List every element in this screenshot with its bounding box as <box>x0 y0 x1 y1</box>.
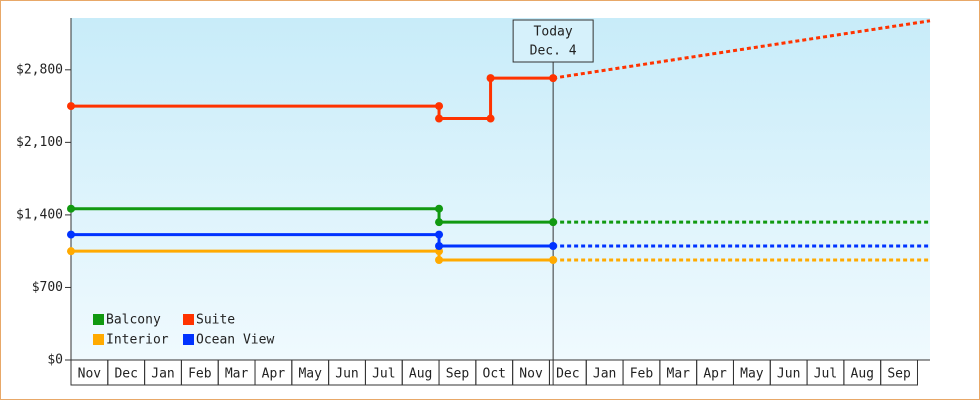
legend-label: Interior <box>106 333 169 348</box>
x-tick-label: Jun <box>777 367 800 382</box>
point <box>435 242 444 250</box>
y-tick-label: $1,400 <box>16 207 63 222</box>
legend-label: Ocean View <box>196 333 274 348</box>
plot-area <box>71 18 930 360</box>
point <box>549 242 558 250</box>
point <box>435 102 444 111</box>
today-box <box>512 19 594 63</box>
point <box>486 114 495 123</box>
point <box>549 74 558 83</box>
point <box>67 247 75 256</box>
y-tick-label: $2,800 <box>16 62 63 77</box>
point <box>435 255 444 264</box>
month-cell <box>880 359 918 386</box>
x-tick-label: Apr <box>703 367 727 382</box>
x-tick-label: Oct <box>483 367 506 382</box>
x-tick-label: Mar <box>225 367 249 382</box>
today-label: Dec. 4 <box>530 44 577 59</box>
point <box>435 114 444 123</box>
price-line <box>71 249 554 262</box>
point <box>67 102 75 111</box>
point <box>67 204 75 213</box>
x-tick-label: May <box>298 367 322 382</box>
today-label: Today <box>534 25 573 40</box>
x-tick-label: Nov <box>519 367 543 382</box>
forecast-line <box>552 19 931 80</box>
x-tick-label: Jul <box>372 367 395 382</box>
point <box>549 218 558 227</box>
point <box>435 218 444 227</box>
y-tick-label: $700 <box>32 280 63 295</box>
x-tick-label: Aug <box>851 367 874 382</box>
point <box>549 255 558 264</box>
y-tick-label: $2,100 <box>16 135 63 150</box>
legend-swatch <box>93 334 104 345</box>
legend-swatch <box>183 334 194 345</box>
x-tick-label: Feb <box>630 367 654 382</box>
x-tick-label: Aug <box>409 367 432 382</box>
point <box>486 74 495 83</box>
point <box>67 230 75 239</box>
x-tick-label: Jan <box>593 367 616 382</box>
x-tick-label: Nov <box>78 367 102 382</box>
x-tick-label: Jul <box>814 367 837 382</box>
price-line <box>71 207 554 224</box>
x-tick-label: May <box>740 367 764 382</box>
y-tick-label: $0 <box>47 353 63 368</box>
x-tick-label: Feb <box>188 367 212 382</box>
legend-swatch <box>93 314 104 325</box>
x-tick-label: Jun <box>335 367 358 382</box>
point <box>435 204 444 213</box>
price-line <box>71 76 554 121</box>
x-tick-label: Dec <box>556 367 579 382</box>
point <box>435 230 444 239</box>
x-tick-label: Dec <box>114 367 137 382</box>
x-tick-label: Jan <box>151 367 174 382</box>
x-tick-label: Sep <box>887 367 911 382</box>
legend-label: Suite <box>196 313 235 328</box>
legend-label: Balcony <box>106 313 161 328</box>
legend-swatch <box>183 314 194 325</box>
x-tick-label: Apr <box>262 367 286 382</box>
price-line <box>71 233 554 248</box>
x-tick-label: Mar <box>667 367 691 382</box>
x-tick-label: Sep <box>446 367 470 382</box>
